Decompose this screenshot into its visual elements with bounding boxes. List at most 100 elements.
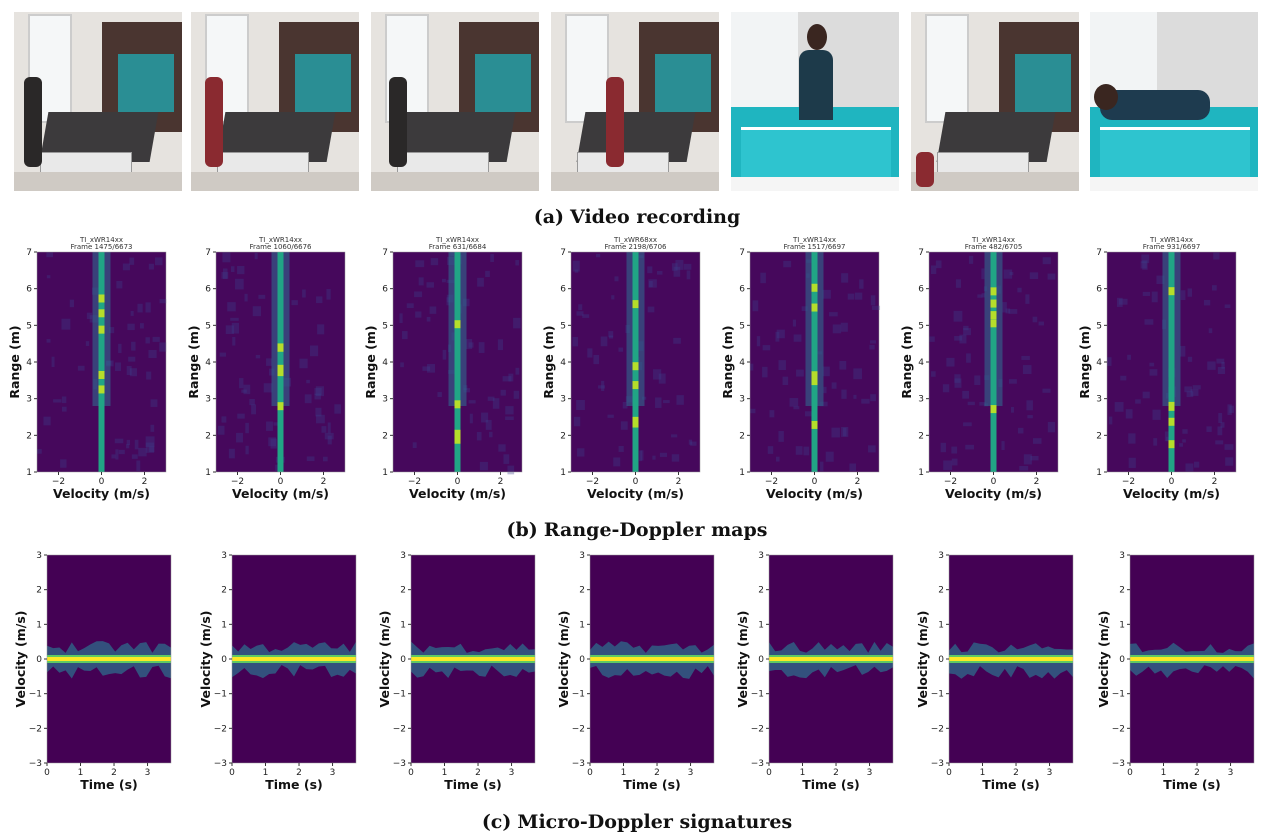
noise-speckle: [649, 280, 653, 288]
x-tick-label: 2: [1034, 477, 1040, 487]
noise-speckle: [572, 336, 579, 347]
photo-region: [1015, 54, 1071, 112]
x-tick-label: 2: [1194, 768, 1200, 778]
noise-speckle: [793, 334, 802, 342]
noise-speckle: [1220, 422, 1225, 428]
noise-speckle: [270, 438, 277, 449]
zero-velocity-core: [590, 657, 714, 661]
noise-speckle: [576, 399, 585, 411]
zero-velocity-line: [454, 252, 461, 472]
x-tick-label: 3: [1228, 768, 1234, 778]
x-tick-label: 1: [621, 768, 627, 778]
peak-mark: [632, 416, 639, 425]
photo-region: [606, 77, 624, 167]
noise-speckle: [1182, 439, 1186, 443]
noise-speckle: [656, 271, 663, 275]
noise-speckle: [614, 276, 619, 282]
noise-speckle: [1182, 429, 1188, 434]
noise-speckle: [1001, 441, 1005, 451]
noise-speckle: [756, 336, 761, 347]
y-tick-label: 6: [205, 285, 211, 295]
noise-speckle: [1008, 309, 1018, 314]
y-tick-label: 1: [36, 620, 42, 630]
y-tick-label: 1: [739, 468, 745, 478]
noise-speckle: [86, 312, 93, 320]
noise-speckle: [953, 310, 963, 322]
noise-speckle: [1005, 308, 1011, 314]
noise-speckle: [1153, 438, 1158, 446]
noise-speckle: [252, 306, 262, 317]
noise-speckle: [255, 354, 261, 359]
noise-speckle: [46, 275, 51, 279]
noise-speckle: [676, 395, 684, 405]
noise-speckle: [942, 384, 950, 393]
y-axis-label: Range (m): [7, 325, 22, 398]
noise-speckle: [251, 404, 257, 415]
x-axis-label: Velocity (m/s): [766, 486, 863, 501]
zero-velocity-core: [47, 657, 171, 661]
noise-speckle: [1149, 362, 1155, 367]
peak-mark: [98, 325, 105, 334]
y-tick-label: 2: [205, 431, 211, 441]
zero-velocity-core: [411, 657, 535, 661]
peak-mark: [990, 319, 997, 328]
noise-speckle: [792, 319, 797, 327]
photo-region: [731, 12, 799, 111]
x-tick-label: 0: [455, 477, 461, 487]
noise-speckle: [1227, 404, 1232, 415]
x-axis-label: Velocity (m/s): [53, 486, 150, 501]
noise-speckle: [315, 386, 324, 397]
caption-b-text: Range-Doppler maps: [543, 519, 768, 541]
y-tick-label: 1: [382, 468, 388, 478]
noise-speckle: [820, 461, 824, 472]
noise-speckle: [1208, 328, 1213, 334]
noise-speckle: [1180, 290, 1186, 300]
y-tick-label: 2: [739, 431, 745, 441]
noise-speckle: [1125, 409, 1133, 419]
noise-speckle: [1225, 457, 1234, 466]
noise-speckle: [607, 414, 614, 418]
noise-speckle: [227, 302, 236, 312]
x-axis-label: Time (s): [802, 777, 860, 792]
noise-speckle: [309, 345, 319, 357]
noise-speckle: [150, 424, 155, 432]
noise-speckle: [1032, 316, 1038, 323]
noise-speckle: [118, 449, 125, 455]
noise-speckle: [513, 317, 521, 329]
noise-speckle: [647, 266, 653, 274]
noise-speckle: [1017, 427, 1024, 434]
noise-speckle: [673, 266, 681, 277]
noise-speckle: [149, 446, 155, 453]
y-tick-label: −2: [214, 724, 227, 734]
noise-speckle: [129, 368, 137, 377]
noise-speckle: [1187, 356, 1193, 362]
noise-speckle: [321, 426, 327, 433]
noise-speckle: [1186, 391, 1194, 398]
peak-mark: [454, 320, 461, 329]
noise-speckle: [485, 419, 492, 430]
y-axis-label: Range (m): [899, 325, 914, 398]
noise-speckle: [954, 336, 963, 341]
noise-speckle: [789, 398, 799, 407]
y-tick-label: 1: [26, 468, 32, 478]
noise-speckle: [136, 460, 141, 471]
noise-speckle: [513, 390, 520, 399]
noise-speckle: [254, 252, 258, 260]
y-tick-label: −3: [572, 759, 585, 769]
y-tick-label: 0: [579, 655, 585, 665]
noise-speckle: [1026, 400, 1033, 411]
y-tick-label: −3: [931, 759, 944, 769]
noise-speckle: [237, 266, 245, 275]
y-tick-label: 3: [560, 395, 566, 405]
noise-speckle: [266, 421, 273, 431]
y-tick-label: 1: [560, 468, 566, 478]
noise-speckle: [1151, 291, 1158, 303]
y-tick-label: 3: [26, 395, 32, 405]
noise-speckle: [148, 349, 157, 359]
noise-speckle: [868, 445, 876, 453]
noise-speckle: [505, 416, 514, 421]
noise-speckle: [46, 339, 51, 343]
noise-speckle: [515, 367, 520, 375]
zero-velocity-line: [632, 252, 639, 472]
